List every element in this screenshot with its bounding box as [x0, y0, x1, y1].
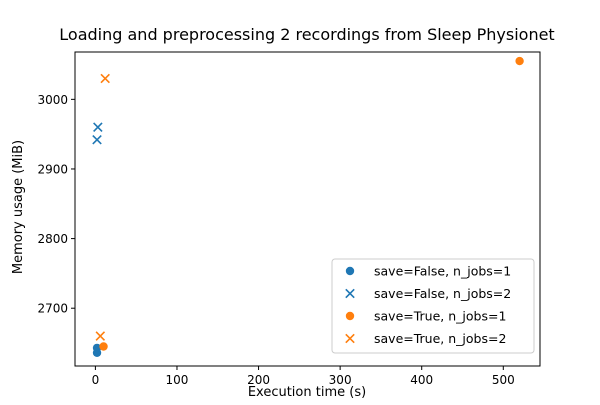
legend-marker-1	[345, 266, 355, 276]
x-tick-label: 200	[247, 373, 270, 387]
x-tick-label: 500	[492, 373, 515, 387]
data-point-series-4	[95, 331, 106, 341]
x-marker-stroke	[95, 331, 106, 341]
x-tick-label: 400	[410, 373, 433, 387]
legend-label-2: save=False, n_jobs=2	[374, 286, 511, 301]
chart-title: Loading and preprocessing 2 recordings f…	[59, 25, 554, 44]
x-tick-label: 0	[92, 373, 100, 387]
x-marker-stroke	[93, 122, 103, 132]
data-point-series-1	[92, 343, 102, 353]
x-marker-stroke	[345, 288, 355, 299]
plot-area-frame	[74, 51, 541, 367]
legend-label-4: save=True, n_jobs=2	[374, 331, 506, 346]
x-marker-stroke	[345, 333, 355, 344]
legend-box	[331, 258, 535, 354]
y-tick-label: 3000	[37, 93, 68, 107]
data-point-series-4	[100, 73, 110, 84]
y-tick-label: 2700	[37, 302, 68, 316]
x-tick-label: 300	[329, 373, 352, 387]
y-tick-label: 2900	[37, 162, 68, 176]
x-tick-label: 100	[166, 373, 189, 387]
x-marker-stroke	[100, 73, 110, 84]
data-point-series-2	[92, 134, 102, 145]
y-axis-label: Memory usage (MiB)	[11, 140, 26, 274]
legend-label-3: save=True, n_jobs=1	[374, 309, 506, 324]
y-tick-label: 2800	[37, 232, 68, 246]
legend-marker-3	[345, 311, 355, 321]
legend-label-1: save=False, n_jobs=1	[374, 264, 511, 279]
x-marker-stroke	[92, 134, 102, 145]
data-point-series-3	[515, 56, 524, 66]
axis-ticks: 0 100 200 300 400 500 2700 2800 2900 3000	[37, 93, 514, 387]
data-point-series-3	[99, 342, 108, 351]
x-axis-label: Execution time (s)	[248, 385, 366, 400]
data-points	[92, 56, 524, 357]
legend-marker-2	[345, 288, 355, 299]
legend: save=False, n_jobs=1 save=False, n_jobs=2…	[331, 258, 535, 354]
data-point-series-2	[93, 122, 103, 132]
legend-marker-4	[345, 333, 355, 344]
